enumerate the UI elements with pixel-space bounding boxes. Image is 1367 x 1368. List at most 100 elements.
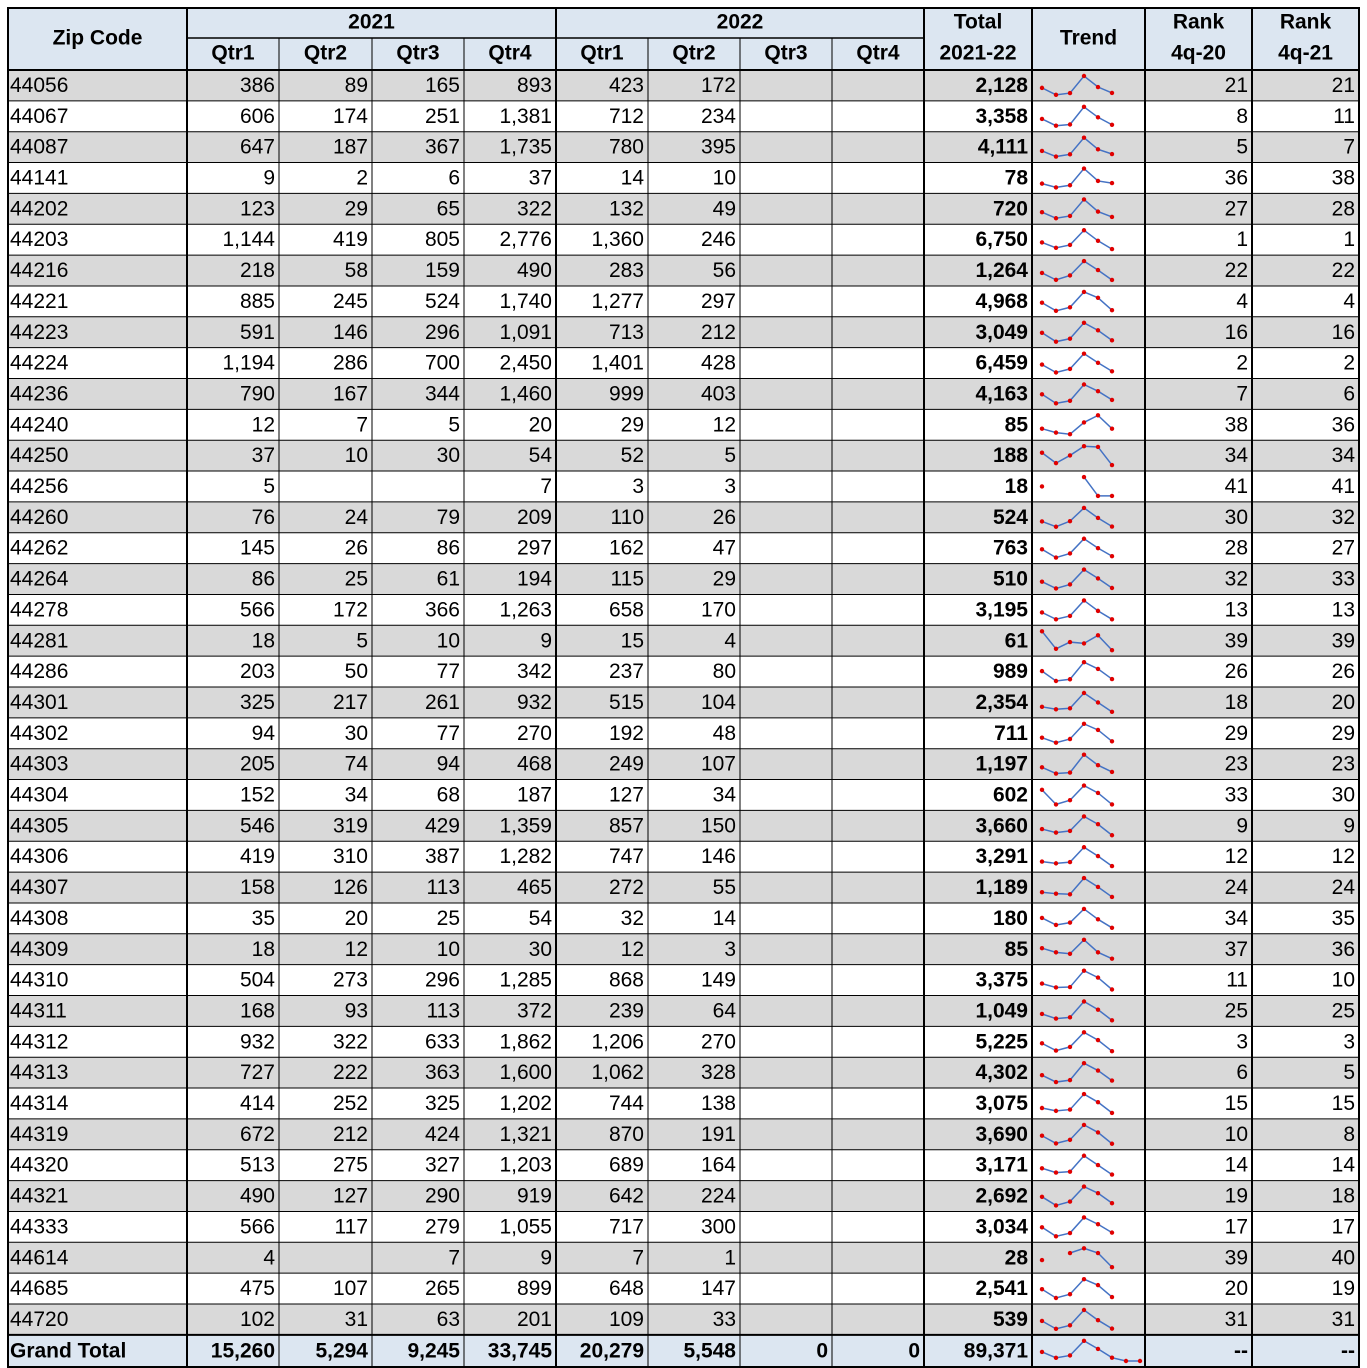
sparkline-point (1081, 567, 1087, 572)
sparkline-point (1109, 1141, 1115, 1146)
cell: 6,750 (975, 228, 1028, 251)
cell: 5,225 (975, 1030, 1028, 1053)
cell: 3,291 (975, 845, 1028, 868)
cell: 109 (609, 1308, 644, 1331)
cell: 1,194 (222, 352, 275, 375)
sparkline-point (1053, 1108, 1059, 1114)
cell: 513 (240, 1154, 275, 1177)
cell: 26 (1225, 660, 1248, 683)
cell: 14 (621, 167, 645, 190)
cell: 15,260 (211, 1339, 275, 1362)
sparkline-point (1039, 519, 1045, 524)
cell: 58 (345, 259, 368, 282)
row-bg (8, 193, 1359, 225)
sparkline-point (1109, 214, 1115, 220)
sparkline-point (1081, 690, 1087, 696)
cell: 3,171 (975, 1154, 1028, 1177)
sparkline-point (1039, 826, 1045, 832)
cell: 61 (437, 568, 460, 591)
cell: 28 (1005, 1246, 1029, 1269)
cell: 27 (1332, 537, 1355, 560)
cell: 279 (425, 1215, 460, 1238)
sparkline-point (1081, 73, 1087, 79)
cell: 64 (713, 999, 737, 1022)
sparkline-point (1109, 277, 1115, 283)
cell: 325 (425, 1092, 460, 1115)
cell: 296 (425, 321, 460, 344)
row-bg (8, 378, 1359, 410)
sparkline-point (1081, 875, 1087, 881)
sparkline-point (1053, 1326, 1059, 1332)
sparkline-point (1095, 608, 1101, 614)
cell: 3,660 (975, 814, 1028, 837)
sparkline-point (1053, 1234, 1059, 1239)
sparkline-point (1109, 307, 1115, 313)
sparkline-point (1109, 1200, 1115, 1206)
cell: 44087 (10, 136, 68, 159)
cell: 245 (333, 290, 368, 313)
sparkline-point (1109, 397, 1115, 403)
sparkline-point (1081, 320, 1087, 325)
cell: 79 (437, 506, 460, 529)
cell: 252 (333, 1092, 368, 1115)
header-cell: 4q-21 (1278, 42, 1333, 65)
cell: 44286 (10, 660, 68, 683)
cell: 465 (517, 876, 552, 899)
cell: 5,548 (683, 1339, 736, 1362)
row-bg (8, 810, 1359, 842)
sparkline-point (1095, 493, 1101, 499)
sparkline-point (1067, 770, 1073, 775)
cell: 44203 (10, 228, 68, 251)
cell: 720 (993, 197, 1028, 220)
cell: 297 (517, 537, 552, 560)
cell: 403 (701, 382, 736, 405)
sparkline (1041, 1093, 1113, 1114)
sparkline-point (1039, 116, 1045, 122)
cell: 44236 (10, 382, 68, 405)
row-bg (8, 748, 1359, 780)
cell: 0 (816, 1339, 828, 1362)
sparkline-point (1109, 802, 1115, 807)
sparkline-point (1081, 1184, 1087, 1189)
sparkline-point (1081, 536, 1087, 541)
cell: 1,360 (591, 228, 644, 251)
cell: 857 (609, 814, 644, 837)
sparkline (1041, 1062, 1113, 1083)
sparkline-point (1095, 853, 1101, 859)
cell: 34 (713, 784, 737, 807)
cell: 423 (609, 74, 644, 97)
sparkline-point (1039, 668, 1045, 674)
sparkline-point (1039, 629, 1045, 634)
cell: 29 (621, 413, 644, 436)
cell: 44314 (10, 1092, 69, 1115)
cell: 44310 (10, 969, 68, 992)
sparkline-point (1109, 925, 1115, 930)
sparkline-point (1053, 339, 1059, 344)
cell: 147 (701, 1277, 736, 1300)
cell: Grand Total (10, 1339, 126, 1362)
cell: 727 (240, 1061, 275, 1084)
cell: 16 (1225, 321, 1248, 344)
sparkline-point (1067, 639, 1073, 645)
cell: 7 (448, 1246, 460, 1269)
outer-border (7, 7, 1360, 1368)
cell: 763 (993, 537, 1028, 560)
sparkline-point (1095, 1282, 1101, 1288)
cell: 261 (425, 691, 460, 714)
sparkline (1041, 383, 1113, 405)
sparkline-point (1081, 641, 1087, 646)
cell: 172 (333, 598, 368, 621)
header-cell: 2021 (348, 11, 395, 34)
cell: 1,206 (591, 1030, 644, 1053)
sparkline-point (1109, 1172, 1115, 1177)
cell: 18 (1005, 475, 1029, 498)
sparkline (1041, 599, 1113, 621)
row-bg (8, 933, 1359, 965)
cell: 1,460 (499, 382, 552, 405)
cell: 146 (701, 845, 736, 868)
sparkline-point (1109, 987, 1115, 992)
cell: 3 (632, 475, 644, 498)
sparkline-point (1109, 1264, 1115, 1270)
cell: 9 (540, 629, 552, 652)
cell: 1,401 (591, 352, 644, 375)
